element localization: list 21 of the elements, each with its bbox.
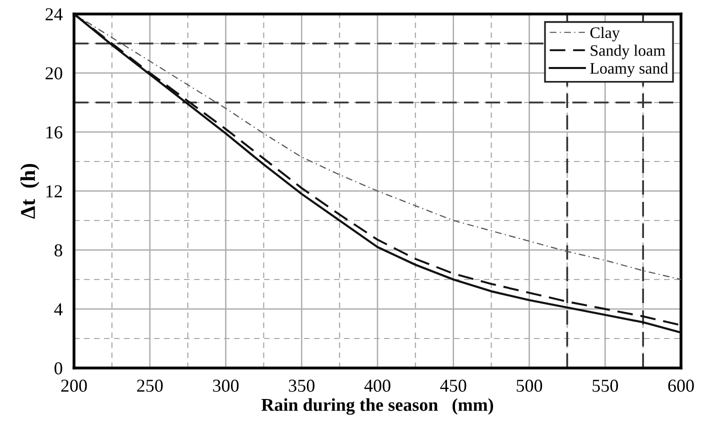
legend-label: Clay	[590, 26, 620, 42]
y-tick-label: 16	[46, 126, 62, 138]
x-tick-label: 500	[516, 380, 542, 392]
y-tick-label: 20	[46, 67, 62, 80]
x-tick-label: 550	[592, 380, 618, 392]
y-tick-label: 8	[54, 244, 62, 256]
x-tick-label: 600	[668, 380, 694, 392]
legend-label: Sandy loam	[590, 44, 666, 60]
y-axis-title: Δt (h)	[20, 164, 40, 219]
x-tick-label: 200	[61, 380, 87, 392]
y-tick-label: 4	[54, 303, 63, 316]
y-tick-label: 0	[54, 362, 62, 374]
legend-label: Loamy sand	[590, 62, 668, 78]
y-tick-label: 24	[46, 8, 63, 20]
x-tick-label: 350	[288, 380, 314, 392]
x-axis-title: Rain during the season (mm)	[261, 398, 494, 415]
x-tick-label: 250	[137, 380, 163, 392]
x-tick-label: 400	[364, 380, 390, 392]
x-tick-label: 300	[213, 380, 239, 392]
y-tick-label: 12	[46, 185, 62, 198]
x-tick-label: 450	[440, 380, 466, 392]
